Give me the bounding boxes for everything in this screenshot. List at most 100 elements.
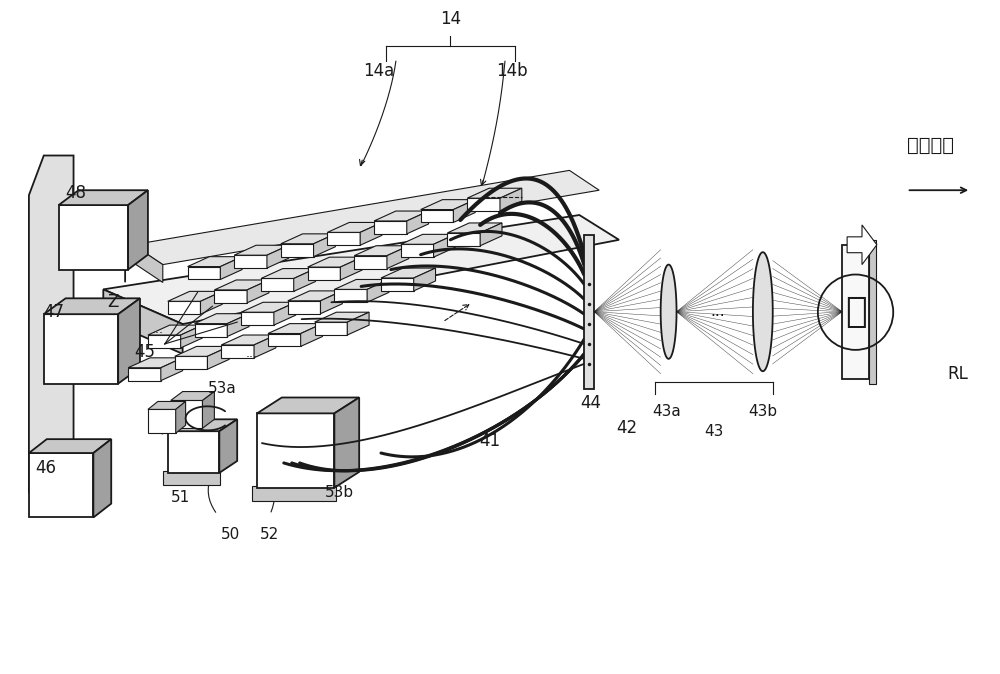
Polygon shape xyxy=(281,244,314,257)
Polygon shape xyxy=(381,278,414,291)
Text: 14a: 14a xyxy=(363,62,395,80)
Polygon shape xyxy=(340,257,362,280)
Polygon shape xyxy=(221,335,276,345)
Text: 51: 51 xyxy=(171,490,190,506)
Polygon shape xyxy=(195,313,249,324)
Polygon shape xyxy=(220,257,242,280)
Polygon shape xyxy=(447,223,502,233)
Polygon shape xyxy=(401,235,455,244)
Text: Z: Z xyxy=(108,293,119,311)
Polygon shape xyxy=(161,358,183,381)
Bar xyxy=(252,486,336,501)
Polygon shape xyxy=(29,156,74,493)
Polygon shape xyxy=(434,235,455,257)
Text: 50: 50 xyxy=(221,527,240,542)
Polygon shape xyxy=(148,335,181,348)
Polygon shape xyxy=(842,245,869,379)
Bar xyxy=(584,235,594,389)
Polygon shape xyxy=(753,252,773,371)
Text: 46: 46 xyxy=(35,459,56,477)
Polygon shape xyxy=(288,301,320,313)
Text: 47: 47 xyxy=(43,303,64,321)
Polygon shape xyxy=(267,245,289,268)
Polygon shape xyxy=(387,246,409,268)
Polygon shape xyxy=(59,190,148,205)
Polygon shape xyxy=(407,211,429,234)
Polygon shape xyxy=(241,302,296,312)
Polygon shape xyxy=(168,419,237,431)
Polygon shape xyxy=(257,413,334,488)
Polygon shape xyxy=(374,211,429,221)
Polygon shape xyxy=(308,267,340,280)
Polygon shape xyxy=(200,291,222,314)
Polygon shape xyxy=(315,312,369,322)
Polygon shape xyxy=(281,234,335,244)
Polygon shape xyxy=(327,233,360,245)
Polygon shape xyxy=(334,398,359,488)
Polygon shape xyxy=(44,299,140,314)
Polygon shape xyxy=(467,188,522,198)
Polygon shape xyxy=(308,257,362,267)
Polygon shape xyxy=(128,190,148,270)
Polygon shape xyxy=(467,198,500,211)
Polygon shape xyxy=(202,392,214,428)
Polygon shape xyxy=(133,245,163,282)
Polygon shape xyxy=(500,188,522,211)
Polygon shape xyxy=(214,290,247,303)
Text: 14: 14 xyxy=(440,9,461,28)
Text: ...: ... xyxy=(711,304,725,319)
Polygon shape xyxy=(227,313,249,336)
Polygon shape xyxy=(195,324,227,336)
Polygon shape xyxy=(354,255,387,268)
Text: ...: ... xyxy=(246,347,258,361)
Polygon shape xyxy=(334,289,367,302)
Polygon shape xyxy=(381,268,436,278)
Polygon shape xyxy=(168,431,219,473)
Text: 43: 43 xyxy=(705,424,724,439)
Polygon shape xyxy=(320,291,342,313)
Polygon shape xyxy=(247,280,269,303)
Text: 45: 45 xyxy=(134,343,155,361)
Polygon shape xyxy=(254,335,276,358)
Polygon shape xyxy=(118,299,140,384)
Polygon shape xyxy=(59,205,128,270)
Text: 43b: 43b xyxy=(748,404,777,419)
Polygon shape xyxy=(453,200,475,222)
Text: 传送方向: 传送方向 xyxy=(907,136,954,155)
Polygon shape xyxy=(480,223,502,246)
Polygon shape xyxy=(847,225,877,265)
Text: 41: 41 xyxy=(480,432,501,450)
Polygon shape xyxy=(661,265,677,359)
Polygon shape xyxy=(171,400,202,428)
Polygon shape xyxy=(421,210,453,222)
Polygon shape xyxy=(168,291,222,301)
Polygon shape xyxy=(176,402,186,433)
Polygon shape xyxy=(234,255,267,268)
Polygon shape xyxy=(414,268,436,291)
Polygon shape xyxy=(103,289,183,354)
Text: 44: 44 xyxy=(581,394,602,412)
Polygon shape xyxy=(219,419,237,473)
Polygon shape xyxy=(168,301,200,314)
Polygon shape xyxy=(44,314,118,384)
Polygon shape xyxy=(288,291,342,301)
Polygon shape xyxy=(175,346,229,357)
Polygon shape xyxy=(315,322,347,335)
Polygon shape xyxy=(334,280,389,289)
Polygon shape xyxy=(128,368,161,381)
Bar xyxy=(163,471,220,485)
Polygon shape xyxy=(221,345,254,358)
Polygon shape xyxy=(257,398,359,413)
Polygon shape xyxy=(274,302,296,325)
Polygon shape xyxy=(294,268,316,291)
Polygon shape xyxy=(148,409,176,433)
Polygon shape xyxy=(347,312,369,335)
Polygon shape xyxy=(188,257,242,267)
Polygon shape xyxy=(360,222,382,245)
Text: 53b: 53b xyxy=(325,485,354,500)
Polygon shape xyxy=(207,346,229,369)
Polygon shape xyxy=(148,325,202,335)
Polygon shape xyxy=(29,453,93,518)
Polygon shape xyxy=(367,280,389,302)
Polygon shape xyxy=(103,215,619,324)
